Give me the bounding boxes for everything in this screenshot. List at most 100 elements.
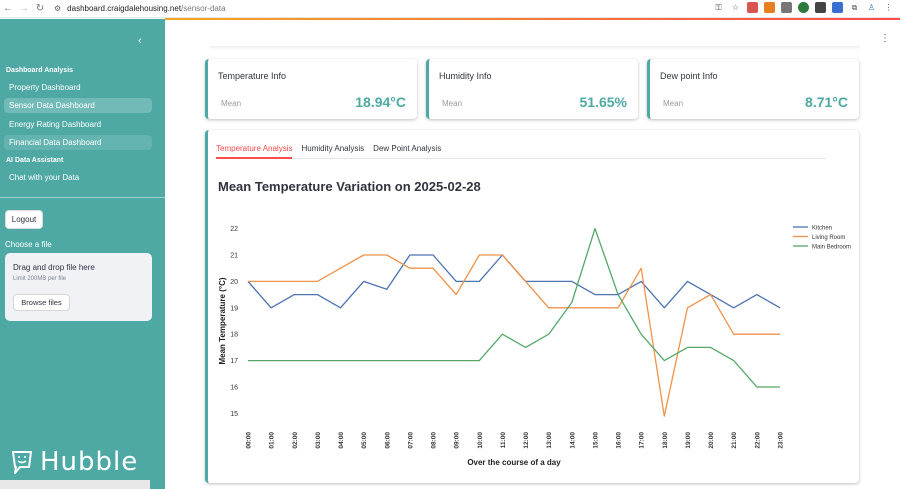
file-dropzone[interactable]: Drag and drop file here Limit 200MB per …: [5, 253, 152, 321]
x-tick-label: 10:00: [477, 432, 484, 449]
star-icon[interactable]: ☆: [731, 3, 740, 12]
extension-icon[interactable]: [815, 2, 826, 13]
browser-toolbar: ← → ↻ ⚙ dashboard.craigdalehousing.net/s…: [0, 0, 900, 18]
address-bar[interactable]: ⚙ dashboard.craigdalehousing.net/sensor-…: [54, 4, 226, 13]
x-tick-label: 12:00: [523, 432, 530, 449]
site-settings-icon[interactable]: ⚙: [54, 4, 62, 13]
card-value: 51.65%: [579, 94, 627, 110]
dropzone-limit: Limit 200MB per file: [13, 276, 67, 282]
extensions-bar: ⚿ ☆ ⧉ ♙ ⋮: [713, 2, 894, 13]
dropzone-title: Drag and drop file here: [13, 263, 95, 272]
legend-entry: Kitchen: [812, 225, 832, 231]
x-tick-label: 17:00: [639, 432, 646, 449]
x-tick-label: 00:00: [246, 432, 253, 449]
x-tick-label: 18:00: [662, 432, 669, 449]
extension-icon[interactable]: [747, 2, 758, 13]
temperature-info-card: Temperature Info Mean 18.94°C: [205, 59, 417, 119]
x-tick-label: 16:00: [616, 432, 623, 449]
y-tick-label: 19: [230, 305, 238, 312]
x-tick-label: 09:00: [454, 432, 461, 449]
x-tick-label: 23:00: [778, 432, 785, 449]
analysis-tabs: Temperature Analysis Humidity Analysis D…: [216, 143, 826, 159]
sidebar-item-chat-with-your-data[interactable]: Chat with your Data: [9, 173, 80, 182]
x-tick-label: 05:00: [361, 432, 368, 449]
main-header-shadow: [210, 46, 860, 50]
forward-icon[interactable]: →: [19, 3, 29, 14]
legend-entry: Main Bedroom: [812, 244, 851, 250]
extension-icon[interactable]: [798, 2, 809, 13]
legend-entry: Living Room: [812, 235, 845, 241]
header-decoration: [165, 18, 900, 20]
card-value: 8.71°C: [805, 94, 848, 110]
sidebar: ‹ Dashboard Analysis Property Dashboard …: [0, 19, 165, 489]
y-tick-label: 16: [230, 385, 238, 392]
y-tick-label: 20: [230, 279, 238, 286]
series-line-living-room: [248, 254, 780, 417]
y-tick-label: 21: [230, 252, 238, 259]
url-path: /sensor-data: [181, 4, 226, 13]
x-tick-label: 04:00: [338, 432, 345, 449]
browse-files-button[interactable]: Browse files: [13, 294, 70, 311]
x-tick-label: 01:00: [269, 432, 276, 449]
sidebar-item-energy-rating-dashboard[interactable]: Energy Rating Dashboard: [9, 120, 102, 129]
y-tick-label: 15: [230, 411, 238, 418]
x-tick-label: 15:00: [592, 432, 599, 449]
tab-dew-point-analysis[interactable]: Dew Point Analysis: [373, 144, 442, 153]
y-tick-label: 18: [230, 332, 238, 339]
analysis-panel: Temperature Analysis Humidity Analysis D…: [205, 130, 859, 483]
section-title-dashboard-analysis: Dashboard Analysis: [6, 67, 74, 74]
card-title: Temperature Info: [218, 71, 287, 81]
file-uploader-label: Choose a file: [5, 240, 52, 249]
profile-icon[interactable]: ♙: [867, 3, 876, 12]
x-tick-label: 21:00: [731, 432, 738, 449]
status-bar: [0, 480, 150, 489]
hubble-logo-icon: [12, 451, 32, 474]
x-tick-label: 11:00: [500, 432, 507, 449]
key-icon[interactable]: ⚿: [715, 3, 722, 12]
puzzle-icon[interactable]: ⧉: [851, 3, 858, 12]
card-label: Mean: [663, 99, 684, 108]
menu-icon[interactable]: ⋮: [884, 3, 893, 12]
temperature-line-chart: 15 16 17 18 19 20 21 22 00:00 01:00 02:00 03:00 04:0…: [218, 225, 851, 467]
app-menu-icon[interactable]: ⋮: [880, 33, 890, 44]
logout-button[interactable]: Logout: [5, 210, 43, 229]
y-tick-label: 17: [230, 358, 238, 365]
x-tick-label: 13:00: [546, 432, 553, 449]
back-icon[interactable]: ←: [3, 3, 13, 14]
sidebar-item-sensor-data-dashboard[interactable]: Sensor Data Dashboard: [4, 98, 152, 113]
x-tick-label: 02:00: [292, 432, 299, 449]
sidebar-divider: [0, 197, 165, 198]
card-value: 18.94°C: [355, 94, 406, 110]
x-tick-label: 14:00: [569, 432, 576, 449]
extension-icon[interactable]: [832, 2, 843, 13]
section-title-ai-data-assistant: AI Data Assistant: [6, 157, 64, 164]
card-title: Dew point Info: [660, 71, 718, 81]
y-tick-label: 22: [230, 226, 238, 233]
x-tick-label: 03:00: [315, 432, 322, 449]
y-axis-label: Mean Temperature (°C): [218, 277, 227, 364]
card-title: Humidity Info: [439, 71, 492, 81]
url-host: dashboard.craigdalehousing.net: [67, 4, 182, 13]
x-tick-label: 22:00: [754, 432, 761, 449]
x-tick-label: 06:00: [384, 432, 391, 449]
series-line-main-bedroom: [248, 227, 780, 388]
chevron-left-icon[interactable]: ‹: [138, 35, 142, 47]
hubble-logo: Hubble: [10, 447, 138, 477]
sidebar-item-financial-data-dashboard[interactable]: Financial Data Dashboard: [4, 135, 152, 150]
logo-text: Hubble: [40, 447, 139, 477]
reload-icon[interactable]: ↻: [35, 3, 45, 14]
extension-icon[interactable]: [764, 2, 775, 13]
card-label: Mean: [221, 99, 242, 108]
extension-icon[interactable]: [781, 2, 792, 13]
humidity-info-card: Humidity Info Mean 51.65%: [426, 59, 638, 119]
sidebar-item-property-dashboard[interactable]: Property Dashboard: [9, 83, 81, 92]
tab-humidity-analysis[interactable]: Humidity Analysis: [301, 144, 365, 153]
x-tick-label: 07:00: [407, 432, 414, 449]
x-axis-label: Over the course of a day: [467, 458, 561, 467]
x-tick-label: 20:00: [708, 432, 715, 449]
tab-temperature-analysis[interactable]: Temperature Analysis: [216, 143, 293, 159]
x-tick-label: 19:00: [685, 432, 692, 449]
chart-title: Mean Temperature Variation on 2025-02-28: [218, 179, 481, 194]
x-tick-label: 08:00: [431, 432, 438, 449]
dew-point-info-card: Dew point Info Mean 8.71°C: [647, 59, 859, 119]
